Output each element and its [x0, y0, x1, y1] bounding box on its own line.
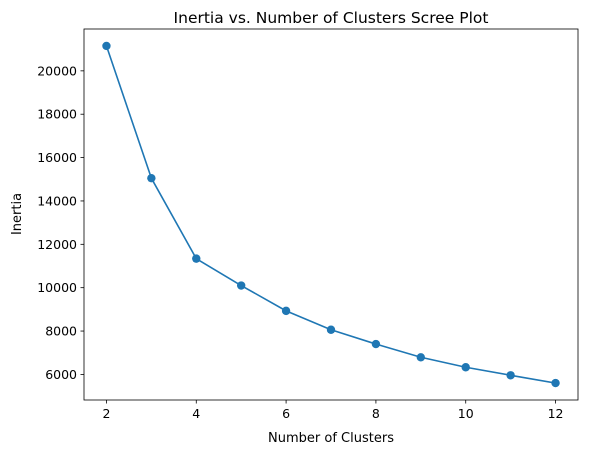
y-tick-label: 18000 — [37, 107, 77, 122]
y-tick-label: 8000 — [45, 324, 77, 339]
data-point — [551, 379, 559, 387]
data-point — [102, 42, 110, 50]
x-tick-label: 8 — [372, 406, 380, 421]
x-tick-label: 2 — [102, 406, 110, 421]
x-tick-label: 10 — [458, 406, 474, 421]
y-tick-label: 12000 — [37, 237, 77, 252]
data-point — [147, 174, 155, 182]
data-point — [192, 254, 200, 262]
y-tick-label: 20000 — [37, 63, 77, 78]
y-axis-title: Inertia — [10, 193, 25, 235]
y-tick-label: 10000 — [37, 280, 77, 295]
data-point — [506, 371, 514, 379]
y-tick-label: 16000 — [37, 150, 77, 165]
x-tick-label: 6 — [282, 406, 290, 421]
x-tick-label: 4 — [192, 406, 200, 421]
data-point — [237, 281, 245, 289]
data-point — [372, 340, 380, 348]
x-axis-title: Number of Clusters — [268, 431, 394, 446]
data-point — [417, 353, 425, 361]
data-point — [462, 363, 470, 371]
data-point — [282, 307, 290, 315]
x-tick-label: 12 — [548, 406, 564, 421]
chart-title: Inertia vs. Number of Clusters Scree Plo… — [174, 9, 489, 27]
y-tick-label: 14000 — [37, 193, 77, 208]
data-point — [327, 326, 335, 334]
y-tick-label: 6000 — [45, 367, 77, 382]
